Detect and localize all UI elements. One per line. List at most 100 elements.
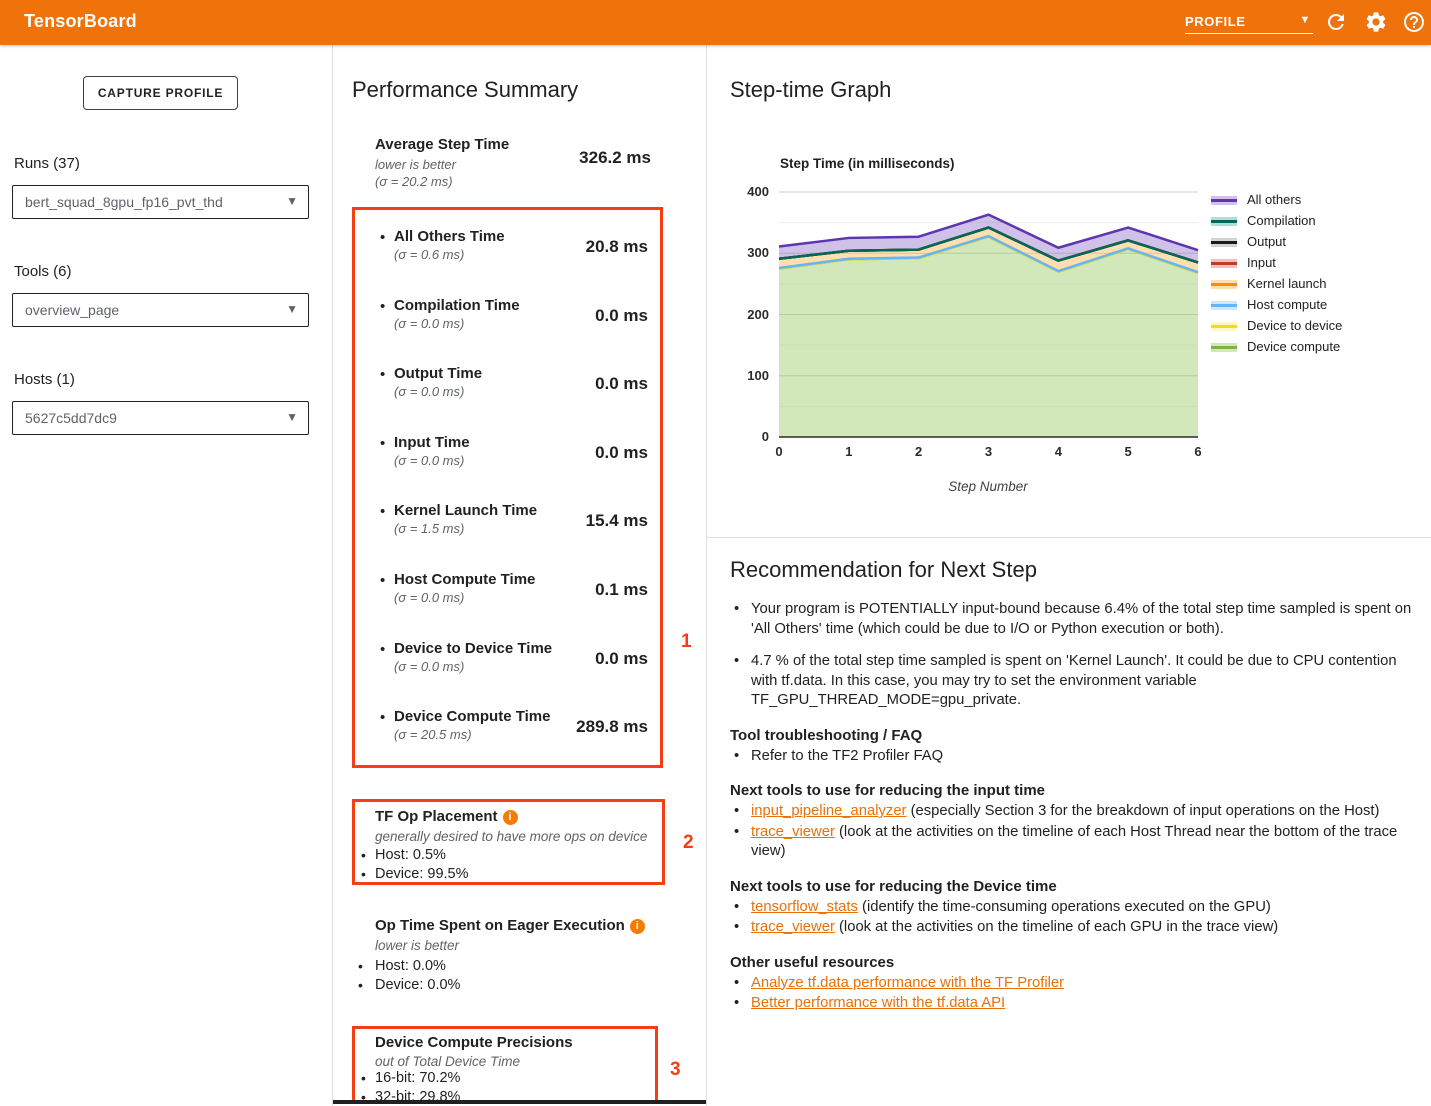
metric-value: 0.0 ms: [595, 442, 648, 462]
metric-label: Device to Device Time: [394, 639, 553, 657]
legend-label: Output: [1247, 234, 1287, 249]
bullet-icon: •: [361, 1089, 366, 1105]
legend-swatch: [1211, 343, 1237, 352]
metric-label: Compilation Time: [394, 296, 520, 314]
legend-label: Host compute: [1247, 297, 1328, 312]
list-item-text: Device: 0.0%: [375, 977, 461, 993]
legend-label: Kernel launch: [1247, 276, 1327, 291]
recommendation-bullet: 4.7 % of the total step time sampled is …: [730, 652, 1427, 711]
refresh-icon[interactable]: [1324, 10, 1348, 34]
performance-summary-title: Performance Summary: [352, 77, 579, 102]
recommendation-link[interactable]: Analyze tf.data performance with the TF …: [751, 974, 1065, 991]
capture-profile-button[interactable]: CAPTURE PROFILE: [83, 76, 238, 110]
average-step-time-label: Average Step Time: [375, 136, 510, 153]
metric-sigma: (σ = 20.5 ms): [394, 727, 472, 743]
recommendation-text: (look at the activities on the timeline …: [834, 919, 1279, 935]
recommendation-item: Analyze tf.data performance with the TF …: [730, 974, 1427, 994]
recommendation-link[interactable]: input_pipeline_analyzer: [751, 803, 907, 819]
recommendation-item: Better performance with the tf.data API: [730, 994, 1427, 1014]
recommendation-section: Recommendation for Next Step Your progra…: [730, 557, 1427, 1015]
recommendation-link[interactable]: tensorflow_stats: [751, 898, 858, 915]
list-item-text: 16-bit: 70.2%: [375, 1070, 461, 1086]
metric-value: 0.0 ms: [595, 648, 648, 668]
metric-row: • Device Compute Time (σ = 20.5 ms) 289.8 m…: [355, 698, 660, 767]
list-item-text: Host: 0.0%: [375, 958, 446, 974]
section-divider: [707, 537, 1431, 538]
performance-summary-panel: Performance Summary Average Step Time lo…: [333, 45, 706, 1106]
step-time-graph-title: Step-time Graph: [730, 77, 892, 102]
legend-label: Compilation: [1247, 213, 1316, 228]
average-step-time-value: 326.2 ms: [579, 148, 651, 167]
eager-execution-subtitle: lower is better: [375, 938, 460, 953]
metric-sigma: (σ = 1.5 ms): [394, 521, 465, 537]
recommendation-heading: Tool troubleshooting / FAQ: [730, 726, 923, 744]
legend-label: All others: [1247, 192, 1302, 207]
recommendation-link[interactable]: trace_viewer: [751, 919, 835, 935]
recommendation-item: Refer to the TF2 Profiler FAQ: [730, 747, 1427, 767]
recommendation-text: Refer to the TF2 Profiler FAQ: [751, 747, 944, 764]
x-tick-label: 4: [1054, 444, 1062, 459]
app-title: TensorBoard: [24, 11, 137, 31]
recommendation-heading: Other useful resources: [730, 953, 895, 971]
info-icon[interactable]: i: [502, 810, 518, 825]
metric-row: • Output Time (σ = 0.0 ms) 0.0 ms: [355, 355, 660, 424]
tools-dropdown[interactable]: overview_page ▼: [12, 293, 309, 327]
metric-label: Host Compute Time: [394, 570, 536, 588]
recommendation-text: (look at the activities on the timeline …: [751, 823, 1398, 860]
x-tick-label: 6: [1194, 444, 1202, 459]
recommendation-item: trace_viewer (look at the activities on …: [730, 823, 1427, 862]
bullet-icon: •: [361, 1070, 366, 1086]
x-axis-label: Step Number: [948, 479, 1028, 494]
recommendation-text: (especially Section 3 for the breakdown …: [906, 803, 1380, 819]
dashboard-selector[interactable]: PROFILE ▼: [1185, 10, 1313, 34]
chevron-down-icon: ▼: [1299, 14, 1311, 26]
recommendation-item: input_pipeline_analyzer (especially Sect…: [730, 802, 1427, 822]
legend-swatch: [1211, 238, 1237, 247]
tf-op-placement-subtitle: generally desired to have more ops on de…: [375, 829, 648, 844]
annotation-box-1: • All Others Time (σ = 0.6 ms) 20.8 ms • Comp…: [352, 207, 663, 768]
recommendation-item: trace_viewer (look at the activities on …: [730, 918, 1427, 938]
metric-row: • Device to Device Time (σ = 0.0 ms) 0.0 ms: [355, 630, 660, 699]
legend-swatch: [1211, 217, 1237, 226]
metric-value: 20.8 ms: [585, 237, 648, 256]
y-tick-label: 400: [747, 184, 769, 199]
runs-dropdown[interactable]: bert_squad_8gpu_fp16_pvt_thd ▼: [12, 185, 309, 219]
bullet-icon: •: [380, 709, 386, 727]
chevron-down-icon: ▼: [286, 302, 298, 316]
average-step-time-sigma: (σ = 20.2 ms): [375, 174, 453, 189]
legend-label: Input: [1247, 255, 1276, 270]
bullet-icon: •: [380, 434, 386, 452]
bullet-icon: •: [361, 847, 366, 863]
legend-swatch: [1211, 280, 1237, 289]
bullet-icon: •: [380, 503, 386, 521]
recommendation-link[interactable]: trace_viewer: [751, 823, 835, 840]
sidebar: CAPTURE PROFILE Runs (37) bert_squad_8gp…: [0, 45, 333, 1106]
x-tick-label: 2: [915, 444, 923, 459]
average-step-time-note: lower is better: [375, 157, 456, 172]
metric-label: Input Time: [394, 433, 470, 451]
recommendation-title: Recommendation for Next Step: [730, 557, 1037, 582]
chart-axis-title: Step Time (in milliseconds): [780, 156, 955, 171]
hosts-dropdown-value: 5627c5dd7dc9: [25, 410, 117, 426]
y-tick-label: 200: [747, 306, 769, 322]
list-item-text: Device: 99.5%: [375, 866, 469, 882]
metric-value: 289.8 ms: [576, 717, 648, 737]
help-icon[interactable]: [1402, 10, 1426, 34]
legend-swatch: [1211, 196, 1237, 205]
recommendation-link[interactable]: Better performance with the tf.data API: [751, 995, 1006, 1011]
settings-gear-icon[interactable]: [1364, 10, 1388, 34]
metric-row: • Host Compute Time (σ = 0.0 ms) 0.1 ms: [355, 561, 660, 630]
device-precisions-subtitle: out of Total Device Time: [375, 1054, 520, 1069]
recommendation-item: tensorflow_stats (identify the time-cons…: [730, 898, 1427, 918]
recommendation-text: (identify the time-consuming operations …: [857, 898, 1271, 915]
metric-sigma: (σ = 0.0 ms): [394, 589, 465, 605]
hosts-dropdown[interactable]: 5627c5dd7dc9 ▼: [12, 401, 309, 435]
metric-sigma: (σ = 0.0 ms): [394, 658, 465, 674]
bullet-icon: •: [380, 640, 386, 658]
bullet-icon: •: [358, 977, 363, 993]
metric-label: Kernel Launch Time: [394, 502, 538, 520]
legend-swatch: [1211, 322, 1237, 331]
bullet-icon: •: [358, 958, 363, 974]
info-icon[interactable]: i: [629, 919, 645, 934]
x-tick-label: 1: [845, 444, 853, 459]
